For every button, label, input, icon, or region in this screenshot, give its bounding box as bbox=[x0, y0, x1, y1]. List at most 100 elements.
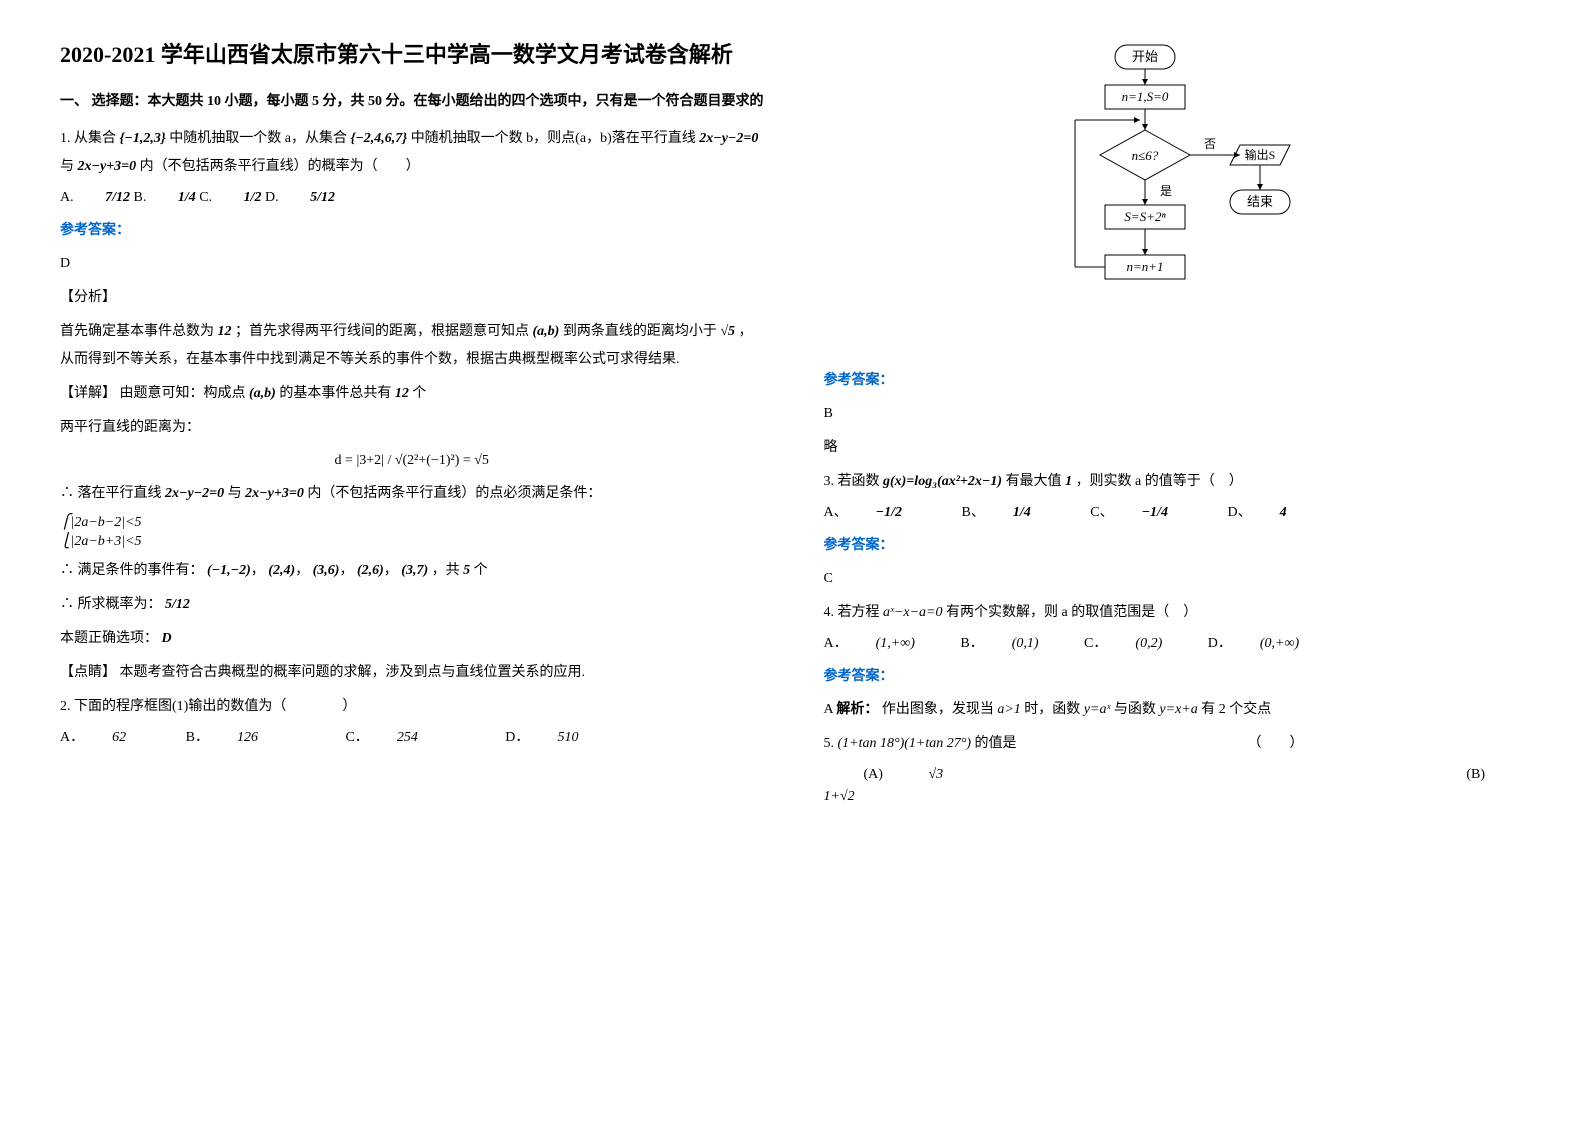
q1-corr-opt: D bbox=[162, 631, 172, 646]
q1-det-pt: (a,b) bbox=[249, 386, 276, 401]
q1-prob-a: ∴ 所求概率为： bbox=[60, 597, 162, 612]
q2-optB-pre: B． bbox=[158, 730, 209, 745]
flow-yes: 是 bbox=[1160, 184, 1172, 198]
q1-line2: 2x−y+3=0 bbox=[78, 159, 137, 174]
q3-max: 1 bbox=[1065, 474, 1072, 489]
q4-stem-a: 4. 若方程 bbox=[824, 605, 884, 620]
q3-optD-pre: D、 bbox=[1171, 505, 1251, 520]
q4-ans-b: 时，函数 bbox=[1024, 702, 1084, 717]
q1-set2: {−2,4,6,7} bbox=[350, 131, 407, 146]
q1-dist-label: 两平行直线的距离为： bbox=[60, 420, 200, 435]
q2-answer-label: 参考答案： bbox=[824, 370, 1528, 392]
question-2: 2. 下面的程序框图(1)输出的数值为（ ） bbox=[60, 693, 764, 721]
q1-ana-sqrt: √5 bbox=[720, 324, 735, 339]
q4-ans-bold: 解析： bbox=[836, 702, 878, 717]
q4-stem-b: 有两个实数解，则 a 的取值范围是（ ） bbox=[946, 605, 1197, 620]
q3-fn: g(x)=log₃(ax²+2x−1) bbox=[883, 474, 1002, 489]
q1-cond-b: 与 bbox=[228, 486, 246, 501]
q1-optB-pre: B. bbox=[134, 190, 150, 205]
q3-optD: 4 bbox=[1280, 505, 1287, 520]
flow-end: 结束 bbox=[1247, 194, 1273, 209]
flow-inc: n=n+1 bbox=[1127, 259, 1164, 274]
q1-prob-val: 5/12 bbox=[165, 597, 190, 612]
q2-options: A．62 B．126 C．254 D．510 bbox=[60, 727, 764, 749]
q5-stem-a: 5. bbox=[824, 736, 838, 751]
q1-sys1: |2a−b−2|<5 bbox=[71, 515, 142, 530]
q1-final-text: 本题考查符合古典概型的概率问题的求解，涉及到点与直线位置关系的应用. bbox=[120, 665, 586, 680]
q4-optD: (0,+∞) bbox=[1260, 636, 1299, 651]
q4-optD-pre: D． bbox=[1194, 636, 1232, 651]
q1-ana-b: ；首先求得两平行线间的距离，根据题意可知点 bbox=[235, 324, 529, 339]
q1-ev-a: ∴ 满足条件的事件有： bbox=[60, 563, 204, 578]
q1-det-b: 的基本事件总共有 bbox=[279, 386, 391, 401]
q1-cond-l1: 2x−y−2=0 bbox=[165, 486, 224, 501]
q1-cond: ∴ 落在平行直线 2x−y−2=0 与 2x−y+3=0 内（不包括两条平行直线… bbox=[60, 480, 764, 508]
q2-optD-pre: D． bbox=[449, 730, 529, 745]
q2-optD: 510 bbox=[557, 730, 578, 745]
q4-options: A．(1,+∞) B．(0,1) C．(0,2) D．(0,+∞) bbox=[824, 633, 1528, 655]
q1-optC: 1/2 bbox=[244, 190, 262, 205]
q1-dist-formula: d = |3+2| / √(2²+(−1)²) = √5 bbox=[60, 450, 764, 472]
q2-optA: 62 bbox=[112, 730, 126, 745]
q1-stem-e: 内（不包括两条平行直线）的概率为（ ） bbox=[140, 159, 420, 174]
q1-optC-pre: C. bbox=[199, 190, 215, 205]
q1-optD: 5/12 bbox=[310, 190, 335, 205]
q3-optA-pre: A、 bbox=[824, 505, 848, 520]
q1-ev5: (3,7) bbox=[401, 563, 428, 578]
q1-det-a: 由题意可知：构成点 bbox=[120, 386, 246, 401]
flow-cond: n≤6? bbox=[1132, 148, 1159, 163]
q3-optB-pre: B、 bbox=[906, 505, 985, 520]
q1-dist-row: 两平行直线的距离为： bbox=[60, 414, 764, 442]
q1-sys2: |2a−b+3|<5 bbox=[71, 534, 142, 549]
q4-optC: (0,2) bbox=[1135, 636, 1162, 651]
q1-detail-label: 【详解】 bbox=[60, 386, 116, 401]
q1-corr-lbl: 本题正确选项： bbox=[60, 631, 158, 646]
q1-optB: 1/4 bbox=[178, 190, 196, 205]
q3-optA: −1/2 bbox=[876, 505, 902, 520]
q5-expr: (1+tan 18°)(1+tan 27°) bbox=[838, 736, 972, 751]
section-1-heading: 一、 选择题：本大题共 10 小题，每小题 5 分，共 50 分。在每小题给出的… bbox=[60, 91, 764, 113]
q4-cond: a>1 bbox=[997, 702, 1020, 717]
q1-answer-label: 参考答案： bbox=[60, 220, 764, 242]
q1-final-label: 【点睛】 bbox=[60, 665, 116, 680]
right-column: 开始 n=1,S=0 n≤6? 否 输出S 结束 是 S=S+2ⁿ n=n+1 bbox=[824, 40, 1528, 819]
question-5: 5. (1+tan 18°)(1+tan 27°) 的值是 （ ） bbox=[824, 730, 1528, 758]
q1-analysis-text: 首先确定基本事件总数为 12 ；首先求得两平行线间的距离，根据题意可知点 (a,… bbox=[60, 318, 764, 374]
q4-answer: A 解析： 作出图象，发现当 a>1 时，函数 y=aˣ 与函数 y=x+a 有… bbox=[824, 696, 1528, 724]
q1-cond-c: 内（不包括两条平行直线）的点必须满足条件： bbox=[307, 486, 601, 501]
flow-no: 否 bbox=[1204, 137, 1216, 151]
q1-detail: 【详解】 由题意可知：构成点 (a,b) 的基本事件总共有 12 个 bbox=[60, 380, 764, 408]
q1-det-num: 12 bbox=[395, 386, 409, 401]
q3-stem-b: 有最大值 bbox=[1006, 474, 1062, 489]
q1-optA: 7/12 bbox=[105, 190, 130, 205]
q2-optC-pre: C． bbox=[289, 730, 368, 745]
q2-optA-pre: A． bbox=[60, 730, 84, 745]
q2-note: 略 bbox=[824, 434, 1528, 462]
q1-ana-c: 到两条直线的距离均小于 bbox=[563, 324, 721, 339]
q1-ev2: (2,4) bbox=[268, 563, 295, 578]
q1-stem-c: 中随机抽取一个数 b，则点(a，b)落在平行直线 bbox=[411, 131, 700, 146]
q1-events: ∴ 满足条件的事件有： (−1,−2)， (2,4)， (3,6)， (2,6)… bbox=[60, 557, 764, 585]
q2-optB: 126 bbox=[237, 730, 258, 745]
q1-ev-n: 5 bbox=[463, 563, 470, 578]
q5-options: (A) √3 (B) 1+√2 bbox=[824, 764, 1528, 809]
q3-optB: 1/4 bbox=[1013, 505, 1031, 520]
q1-line1: 2x−y−2=0 bbox=[699, 131, 758, 146]
q1-stem-d: 与 bbox=[60, 159, 78, 174]
q1-cond-l2: 2x−y+3=0 bbox=[245, 486, 304, 501]
q1-prob: ∴ 所求概率为： 5/12 bbox=[60, 591, 764, 619]
q5-optB-pre: (B) bbox=[1466, 764, 1499, 786]
q1-final: 【点睛】 本题考查符合古典概型的概率问题的求解，涉及到点与直线位置关系的应用. bbox=[60, 659, 764, 687]
q1-cond-a: ∴ 落在平行直线 bbox=[60, 486, 165, 501]
q5-optA: √3 bbox=[928, 767, 943, 782]
q3-optC: −1/4 bbox=[1142, 505, 1168, 520]
q1-ev-b: ，共 bbox=[432, 563, 460, 578]
q1-ev1: (−1,−2) bbox=[207, 563, 251, 578]
q4-eq: aˣ−x−a=0 bbox=[883, 605, 943, 620]
q3-stem-a: 3. 若函数 bbox=[824, 474, 884, 489]
question-1: 1. 从集合 {−1,2,3} 中随机抽取一个数 a，从集合 {−2,4,6,7… bbox=[60, 125, 764, 181]
flow-start: 开始 bbox=[1132, 49, 1158, 64]
q4-f1: y=aˣ bbox=[1084, 702, 1111, 717]
q3-answer: C bbox=[824, 565, 1528, 593]
q1-ev4: (2,6) bbox=[357, 563, 384, 578]
